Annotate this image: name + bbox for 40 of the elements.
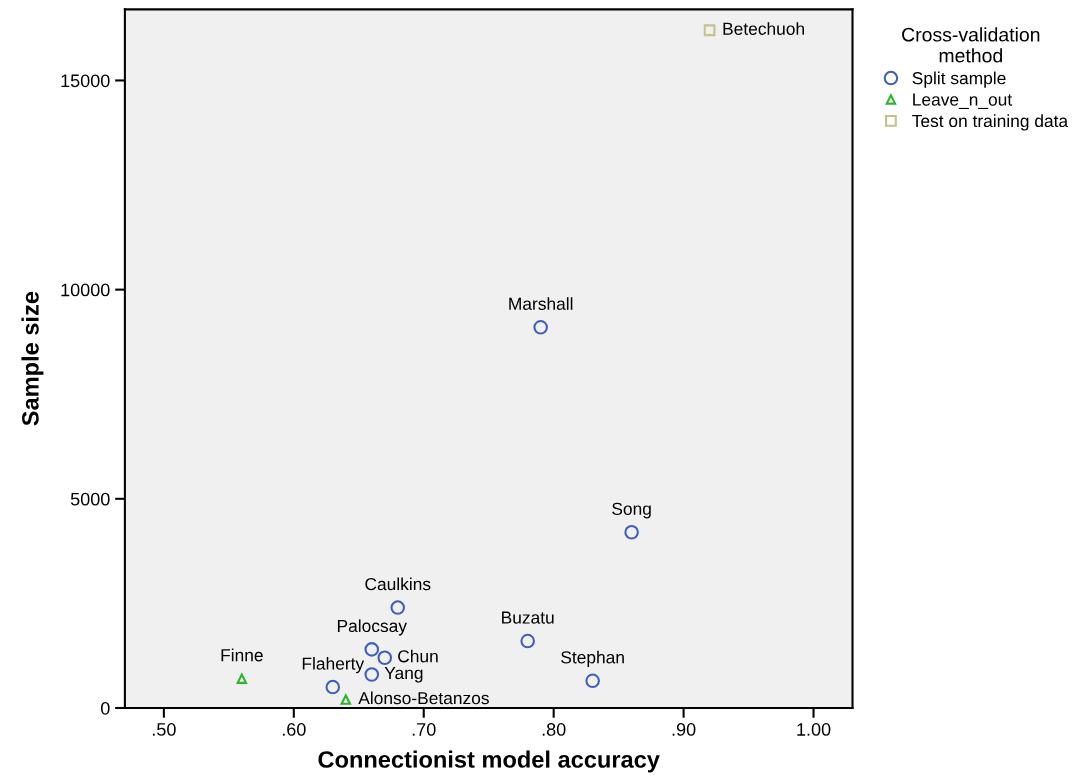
x-tick-label: .70 <box>412 723 436 736</box>
point <box>533 319 548 335</box>
annotation: Stephan <box>561 650 624 667</box>
y-tick-label: 10000 <box>61 283 110 297</box>
point <box>703 24 716 37</box>
point <box>585 673 600 689</box>
annotation: Yang <box>384 667 423 683</box>
x-axis-title: Connectionist model accuracy <box>318 750 660 773</box>
point <box>377 650 393 666</box>
y-tick-label: 0 <box>100 701 110 715</box>
annotation: Marshall <box>509 297 573 310</box>
x-tick-label: 1.00 <box>797 723 831 736</box>
annotation: Finne <box>221 648 263 662</box>
point <box>325 679 341 695</box>
legend-label: Test on training data <box>912 114 1069 131</box>
annotation: Caulkins <box>365 577 431 591</box>
annotation: Chun <box>398 649 438 663</box>
y-axis-title: Sample size <box>21 291 44 426</box>
legend-label: Leave_n_out <box>913 93 1013 109</box>
annotation: Flaherty <box>302 656 365 674</box>
x-tick-label: .60 <box>282 723 306 736</box>
y-tick-label: 5000 <box>70 492 110 506</box>
point <box>364 642 380 657</box>
legend-label: Split sample <box>912 71 1006 88</box>
point <box>340 694 351 705</box>
annotation: Buzatu <box>502 611 554 624</box>
legend-title: Cross-validation method <box>902 27 1040 63</box>
point <box>236 673 248 684</box>
x-tick-label: .90 <box>672 723 696 736</box>
point <box>390 600 406 615</box>
annotation: Song <box>612 502 651 519</box>
x-tick-label: .80 <box>542 723 566 736</box>
x-tick-label: .50 <box>152 723 176 736</box>
point <box>364 667 380 682</box>
point <box>520 633 535 649</box>
annotation: Betechuoh <box>723 22 804 35</box>
annotation: Alonso-Betanzos <box>358 691 489 705</box>
y-tick-label: 15000 <box>61 74 110 88</box>
point <box>624 524 639 540</box>
annotation: Palocsay <box>337 619 407 636</box>
